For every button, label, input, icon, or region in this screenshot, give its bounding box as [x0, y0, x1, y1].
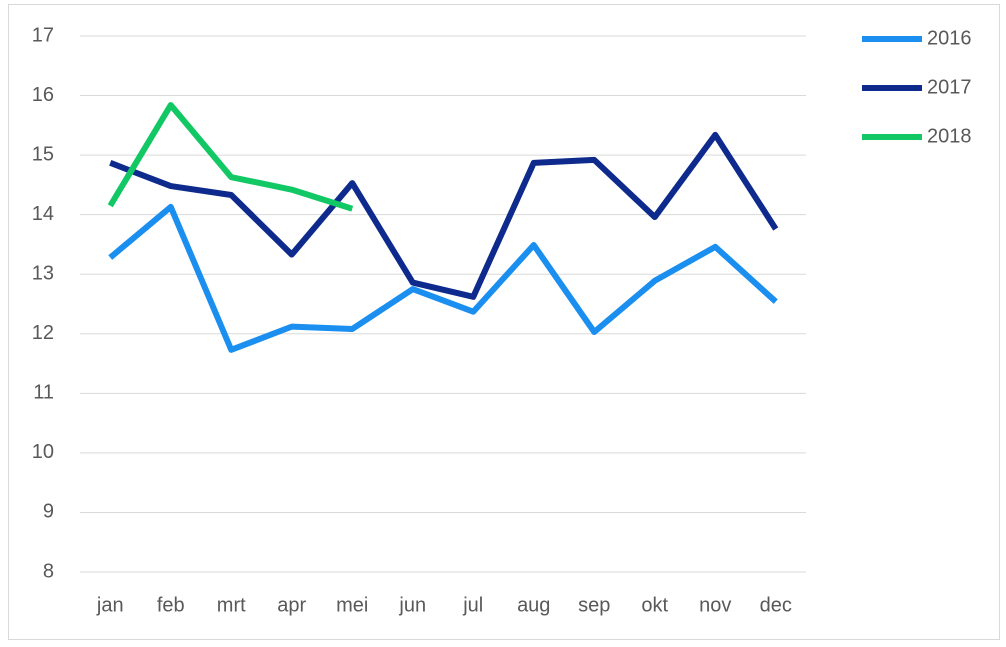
legend-label: 2018: [927, 125, 972, 147]
y-tick-label: 17: [32, 24, 54, 46]
series-line: [108, 203, 778, 353]
y-tick-label: 9: [43, 501, 54, 523]
y-tick-label: 16: [32, 84, 54, 106]
x-tick-label: mrt: [217, 594, 246, 616]
y-tick-label: 15: [32, 143, 54, 165]
y-tick-label: 8: [43, 560, 54, 582]
legend-label: 2017: [927, 76, 972, 98]
x-tick-label: feb: [157, 594, 185, 616]
series-line: [107, 102, 354, 212]
y-tick-label: 12: [32, 322, 54, 344]
series-line: [109, 131, 779, 300]
x-tick-label: jun: [398, 594, 426, 616]
legend-label: 2016: [927, 27, 972, 49]
y-tick-label: 10: [32, 441, 54, 463]
x-tick-label: jan: [96, 594, 124, 616]
y-tick-label: 11: [33, 382, 54, 404]
x-tick-label: sep: [578, 594, 610, 616]
x-tick-label: aug: [517, 594, 550, 616]
x-tick-label: mei: [336, 594, 368, 616]
y-tick-label: 14: [32, 203, 54, 225]
x-tick-label: jul: [462, 594, 483, 616]
x-tick-label: apr: [277, 594, 306, 616]
x-tick-label: dec: [760, 594, 792, 616]
x-tick-label: okt: [641, 594, 668, 616]
chart-border: [8, 4, 1000, 640]
y-tick-label: 13: [32, 263, 54, 285]
x-tick-label: nov: [699, 594, 731, 616]
